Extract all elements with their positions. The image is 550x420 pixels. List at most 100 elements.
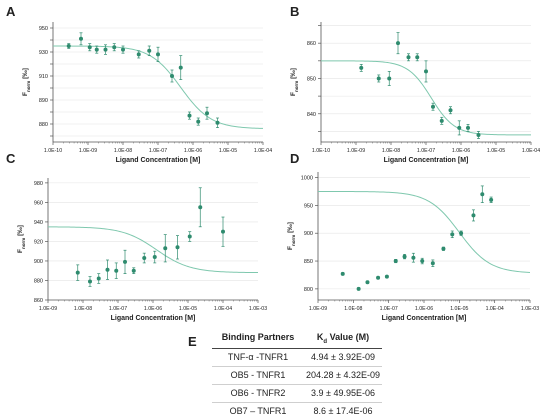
x-tick-label: 1.0E-04 bbox=[254, 148, 272, 154]
x-tick-label: 1.0E-04 bbox=[486, 306, 504, 312]
x-tick-label: 1.0E-08 bbox=[114, 148, 132, 154]
y-tick-label: 920 bbox=[34, 239, 43, 245]
header-kd-value: Kd Value (M) bbox=[304, 332, 382, 345]
data-point bbox=[215, 120, 220, 125]
table-row: OB6 - TNFR2 3.9 ± 49.95E-06 bbox=[212, 385, 382, 403]
data-point bbox=[221, 229, 225, 234]
data-point bbox=[387, 76, 392, 81]
data-point bbox=[112, 45, 117, 50]
data-point bbox=[376, 76, 381, 81]
x-tick-label: 1.0E-07 bbox=[149, 148, 167, 154]
data-point bbox=[187, 234, 192, 239]
data-point bbox=[450, 232, 455, 237]
data-point bbox=[79, 36, 83, 41]
y-tick-label: 840 bbox=[307, 112, 316, 118]
data-point bbox=[340, 271, 345, 276]
data-point bbox=[393, 259, 398, 264]
data-point bbox=[489, 197, 494, 202]
y-axis-label: Fnorm [‰] bbox=[22, 68, 31, 96]
table-cell-kd: 8.6 ± 17.4E-06 bbox=[313, 405, 373, 416]
x-tick-label: 1.0E-03 bbox=[521, 306, 539, 312]
x-tick-label: 1.0E-08 bbox=[74, 306, 92, 312]
data-point bbox=[457, 125, 462, 130]
data-point bbox=[175, 245, 180, 250]
data-point bbox=[415, 55, 420, 60]
panel-label: B bbox=[290, 4, 299, 19]
data-point bbox=[466, 125, 470, 130]
data-point bbox=[114, 268, 119, 273]
y-tick-label: 950 bbox=[39, 26, 48, 32]
x-axis-label: Ligand Concentration [M] bbox=[382, 315, 467, 322]
data-point bbox=[198, 205, 203, 210]
x-tick-label: 1.0E-04 bbox=[214, 306, 232, 312]
data-point bbox=[411, 255, 416, 260]
y-tick-label: 900 bbox=[304, 231, 313, 237]
x-axis-label: Ligand Concentration [M] bbox=[384, 157, 469, 164]
data-point bbox=[88, 279, 92, 284]
x-tick-label: 1.0E-09 bbox=[79, 148, 97, 154]
x-tick-label: 1.0E-04 bbox=[522, 148, 540, 154]
data-point bbox=[406, 55, 411, 60]
data-point bbox=[178, 65, 183, 70]
data-point bbox=[459, 231, 464, 236]
table-row: TNF-α -TNFR1 4.94 ± 3.92E-09 bbox=[212, 349, 382, 367]
data-point bbox=[439, 118, 444, 123]
y-tick-label: 800 bbox=[304, 287, 313, 293]
table-cell-partner: OB5 - TNFR1 bbox=[230, 369, 286, 380]
table-cell-partner: OB7 – TNFR1 bbox=[229, 405, 287, 416]
x-axis-label: Ligand Concentration [M] bbox=[111, 315, 196, 322]
x-tick-label: 1.0E-08 bbox=[344, 306, 362, 312]
y-tick-label: 900 bbox=[34, 259, 43, 265]
chart-panel-a: A 880 890 910 930 950 1.0E-10 1.0E-09 1.0E-08 1.0… bbox=[6, 4, 272, 164]
data-point bbox=[187, 113, 192, 118]
chart-panel-d: D 800 850 900 950 1000 1.0E-09 1.0E-08 1.0E-07 1.… bbox=[287, 151, 539, 322]
data-point bbox=[152, 255, 157, 260]
data-point bbox=[105, 267, 110, 272]
data-point bbox=[96, 276, 101, 281]
x-tick-label: 1.0E-09 bbox=[309, 306, 327, 312]
data-point bbox=[205, 111, 209, 116]
x-tick-label: 1.0E-08 bbox=[382, 148, 400, 154]
data-point bbox=[163, 246, 168, 251]
panel-label: A bbox=[6, 4, 16, 19]
data-point bbox=[420, 259, 425, 264]
x-tick-label: 1.0E-05 bbox=[179, 306, 197, 312]
y-tick-label: 910 bbox=[39, 74, 48, 80]
y-tick-label: 850 bbox=[304, 259, 313, 265]
table-row: OB7 – TNFR1 8.6 ± 17.4E-06 bbox=[212, 403, 382, 420]
fit-curve bbox=[321, 60, 532, 136]
table-cell-partner: OB6 - TNFR2 bbox=[230, 387, 286, 398]
x-tick-label: 1.0E-06 bbox=[415, 306, 433, 312]
data-point bbox=[136, 52, 141, 57]
x-tick-label: 1.0E-05 bbox=[450, 306, 468, 312]
y-tick-label: 890 bbox=[39, 98, 48, 104]
x-tick-label: 1.0E-05 bbox=[487, 148, 505, 154]
data-point bbox=[471, 213, 476, 218]
x-tick-label: 1.0E-06 bbox=[144, 306, 162, 312]
data-point bbox=[94, 47, 99, 52]
data-point bbox=[121, 47, 125, 52]
data-point bbox=[142, 256, 147, 261]
x-tick-label: 1.0E-10 bbox=[44, 148, 62, 154]
header-kd-sub: d bbox=[323, 338, 328, 345]
x-tick-label: 1.0E-06 bbox=[452, 148, 470, 154]
x-tick-label: 1.0E-06 bbox=[184, 148, 202, 154]
data-point bbox=[430, 261, 435, 266]
y-tick-label: 880 bbox=[39, 122, 48, 128]
table-row: OB5 - TNFR1 204.28 ± 4.32E-09 bbox=[212, 367, 382, 385]
data-point bbox=[87, 45, 92, 50]
x-tick-label: 1.0E-03 bbox=[249, 306, 267, 312]
data-point bbox=[476, 132, 481, 137]
data-point bbox=[431, 104, 435, 109]
data-point bbox=[365, 280, 370, 285]
header-kd-suffix: Value (M) bbox=[327, 332, 370, 342]
table-cell-kd: 4.94 ± 3.92E-09 bbox=[311, 351, 375, 362]
data-point bbox=[376, 275, 381, 280]
data-point bbox=[448, 108, 453, 113]
table-cell-kd: 204.28 ± 4.32E-09 bbox=[306, 369, 380, 380]
data-point bbox=[156, 52, 160, 57]
x-tick-label: 1.0E-07 bbox=[380, 306, 398, 312]
data-point bbox=[75, 270, 80, 275]
data-point bbox=[359, 65, 364, 70]
